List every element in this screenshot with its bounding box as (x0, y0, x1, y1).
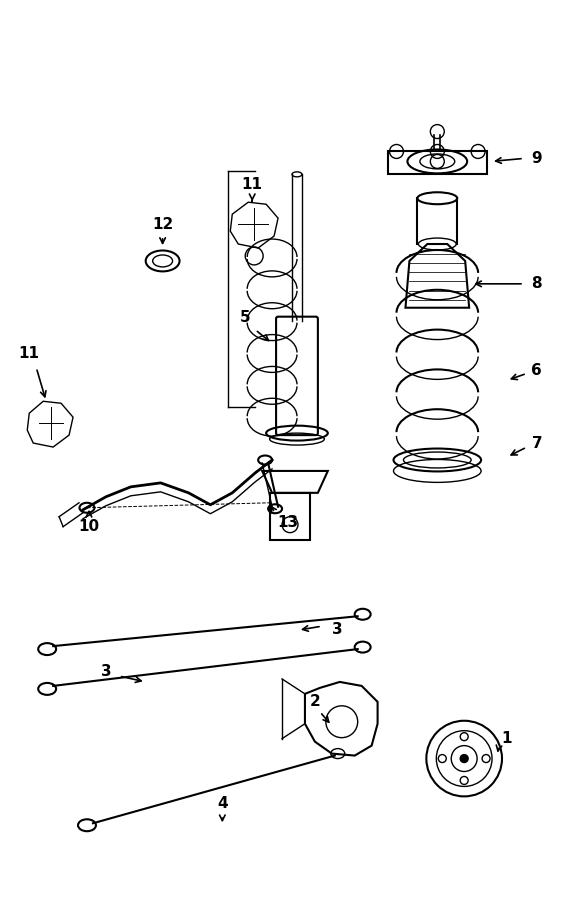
Text: 8: 8 (531, 276, 542, 291)
Text: 7: 7 (531, 436, 542, 450)
Text: 3: 3 (100, 664, 111, 680)
Text: 6: 6 (531, 363, 542, 378)
Text: 11: 11 (19, 346, 40, 361)
Text: 1: 1 (502, 731, 512, 746)
Text: 4: 4 (217, 796, 228, 811)
Text: 2: 2 (310, 694, 320, 709)
Text: 5: 5 (240, 310, 251, 325)
Circle shape (460, 755, 468, 762)
Text: 9: 9 (531, 151, 542, 166)
Text: 12: 12 (152, 217, 173, 231)
Text: 13: 13 (277, 515, 298, 530)
Text: 3: 3 (332, 621, 343, 637)
Text: 11: 11 (242, 177, 263, 192)
Text: 10: 10 (78, 519, 99, 534)
